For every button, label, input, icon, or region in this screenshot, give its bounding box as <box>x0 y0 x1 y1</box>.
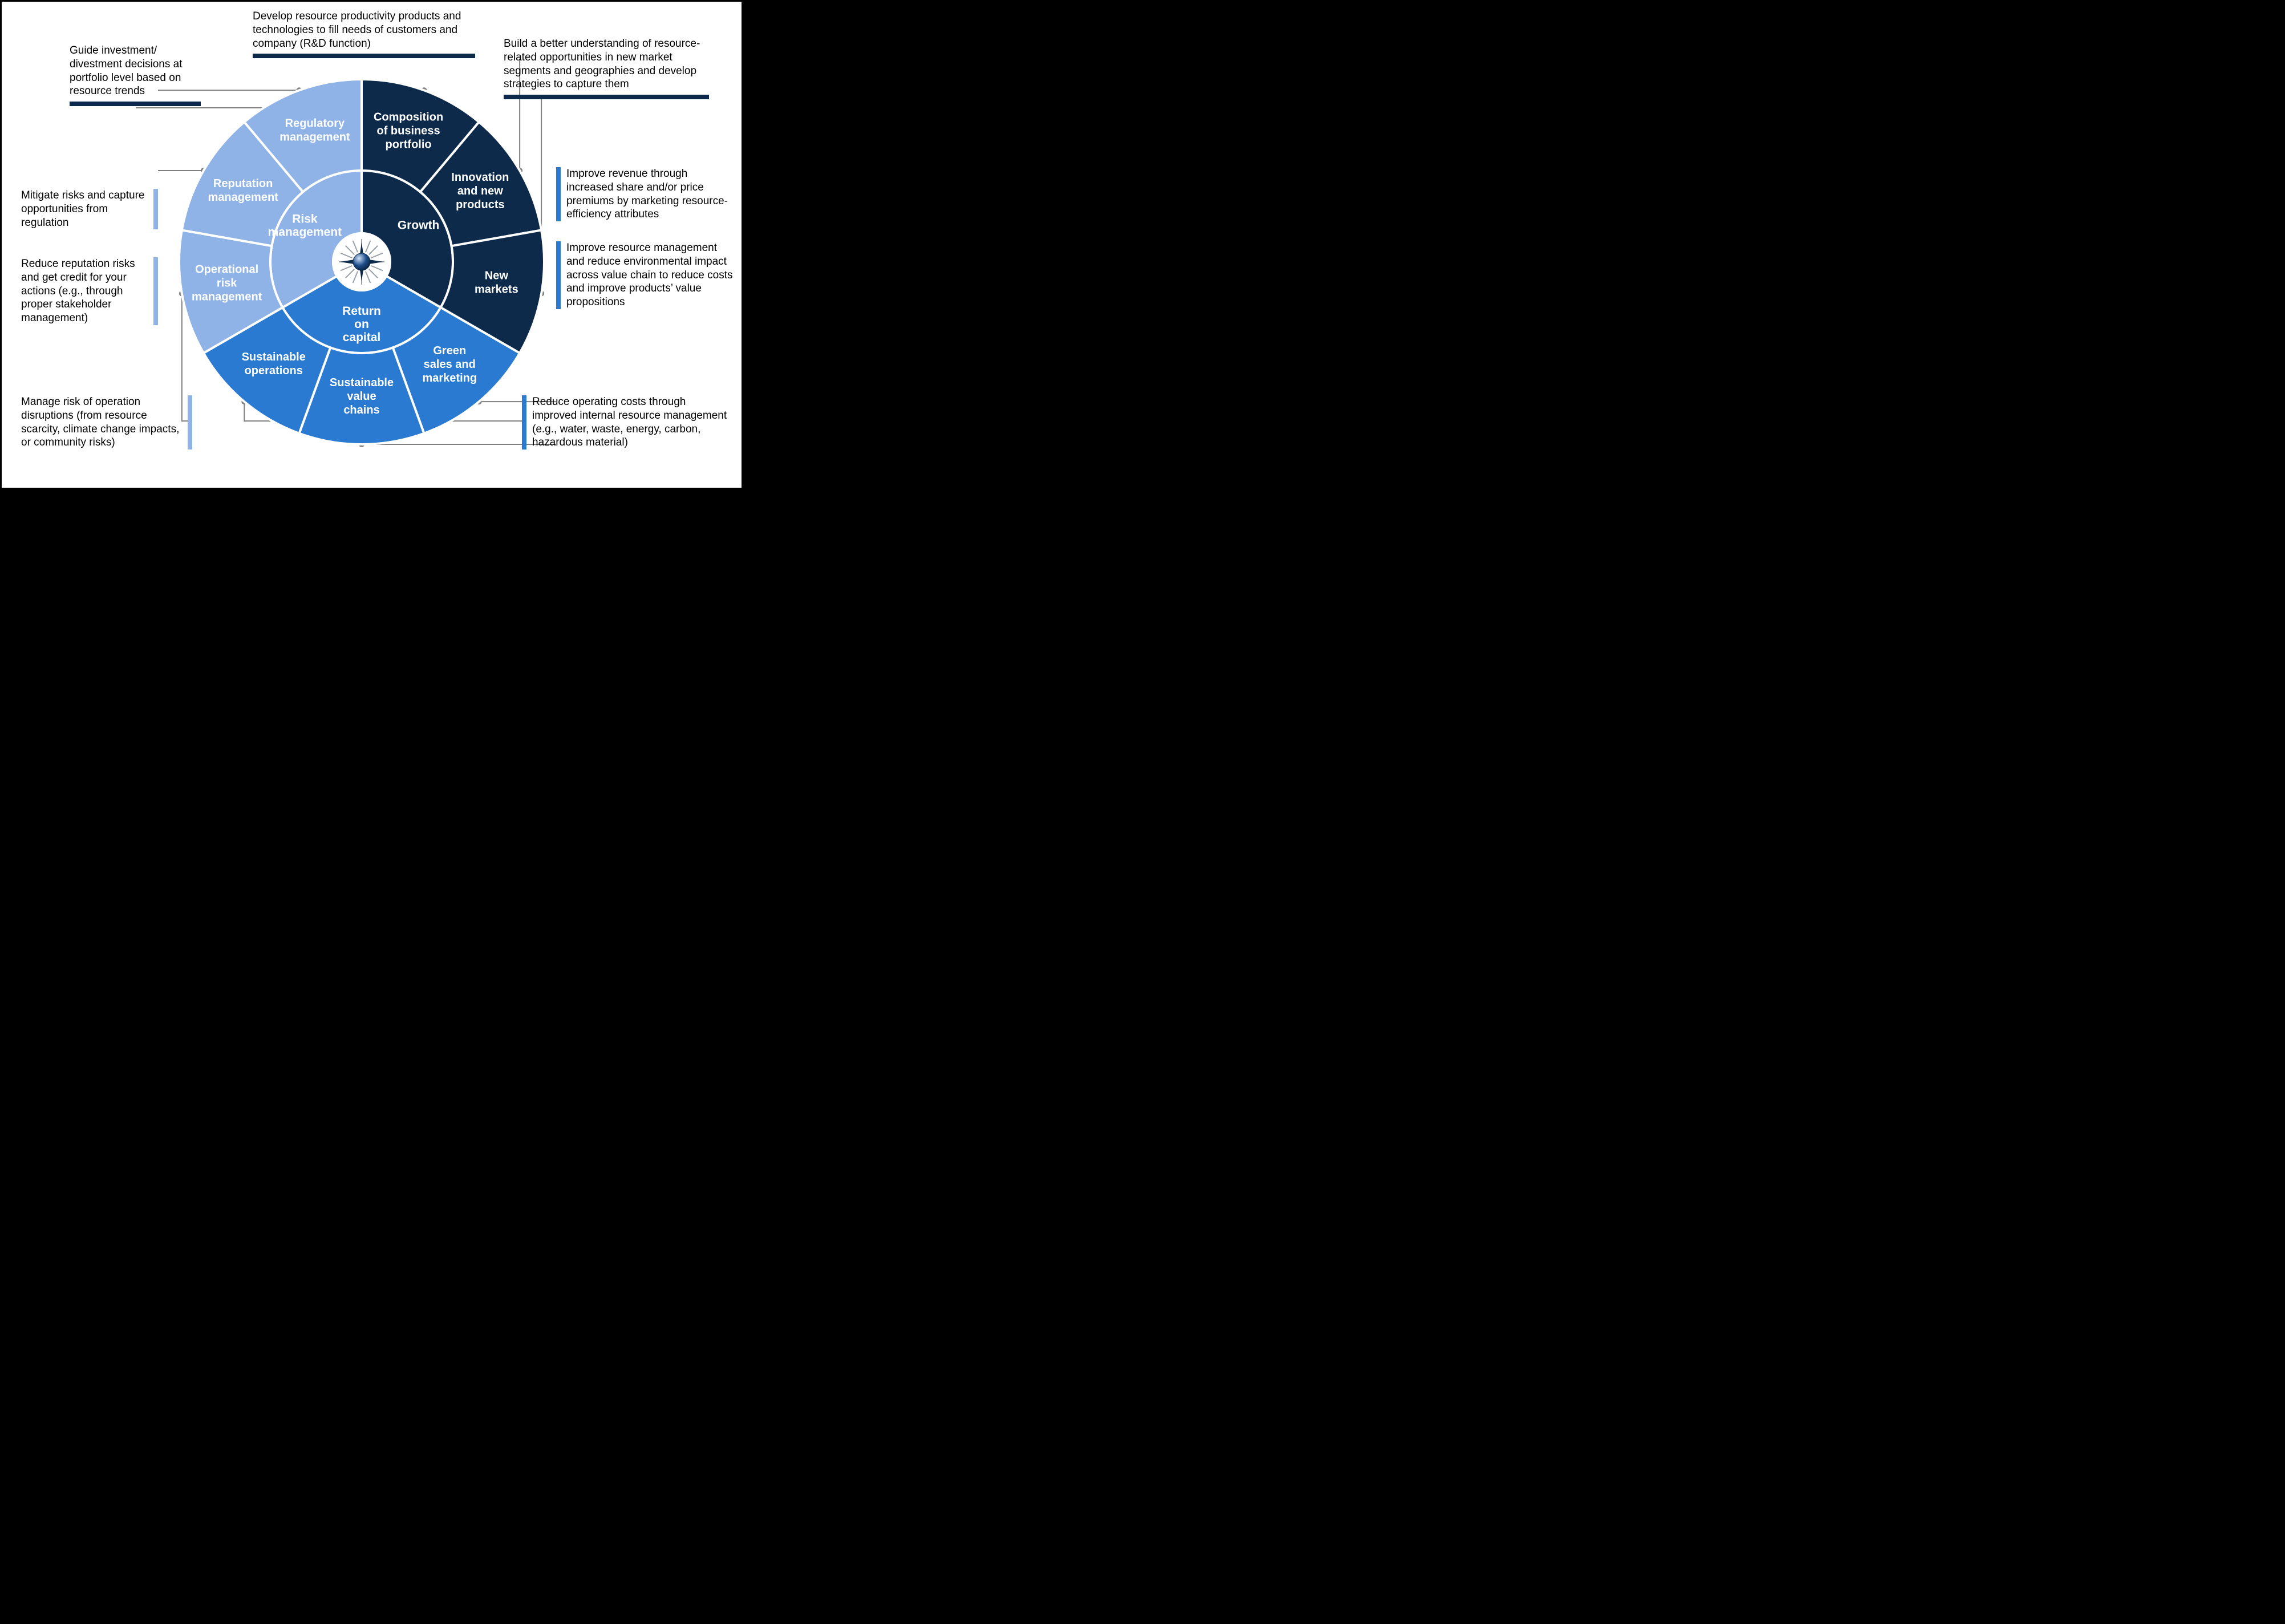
callout-text: Develop resource productivity products a… <box>253 10 475 50</box>
callout-bar <box>188 395 192 449</box>
segment-label: Innovationand newproducts <box>451 171 509 211</box>
callout-text: Mitigate risks and capture opportunities… <box>21 189 148 229</box>
callout-bar <box>504 95 709 99</box>
callout-text: Improve resource management and reduce e… <box>566 241 733 309</box>
callout-text: Reduce operating costs through improved … <box>532 395 733 449</box>
callout-op-risk: Manage risk of operation disruptions (fr… <box>21 395 192 449</box>
content-frame: Compositionof businessportfolioInnovatio… <box>0 0 743 489</box>
callout-text: Reduce reputation risks and get credit f… <box>21 257 148 325</box>
callout-composition: Guide investment/ divestment decisions a… <box>70 44 201 106</box>
callout-text: Guide investment/ divestment decisions a… <box>70 44 201 98</box>
callout-innovation: Develop resource productivity products a… <box>253 10 475 58</box>
callout-sust-operations: Reduce operating costs through improved … <box>522 395 733 449</box>
callout-text: Build a better understanding of resource… <box>504 37 709 91</box>
callout-bar <box>556 241 561 309</box>
inner-label: Growth <box>398 219 440 232</box>
callout-bar <box>153 189 158 229</box>
callout-green-sales: Improve revenue through increased share … <box>556 167 733 221</box>
callout-bar <box>522 395 526 449</box>
page: Compositionof businessportfolioInnovatio… <box>0 0 743 528</box>
callout-new-markets: Build a better understanding of resource… <box>504 37 709 99</box>
callout-bar <box>556 167 561 221</box>
compass-globe-icon <box>339 239 384 285</box>
callout-text: Manage risk of operation disruptions (fr… <box>21 395 182 449</box>
callout-regulatory: Mitigate risks and capture opportunities… <box>21 189 158 229</box>
callout-reputation: Reduce reputation risks and get credit f… <box>21 257 158 325</box>
callout-sust-value-chains: Improve resource management and reduce e… <box>556 241 733 309</box>
callout-bar <box>70 102 201 106</box>
callout-bar <box>253 54 475 58</box>
callout-bar <box>153 257 158 325</box>
callout-text: Improve revenue through increased share … <box>566 167 733 221</box>
